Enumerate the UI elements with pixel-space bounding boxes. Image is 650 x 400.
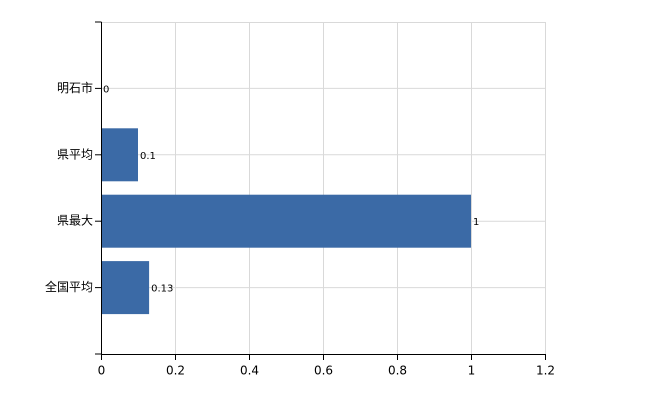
x-tick-label: 1 [468,364,476,378]
x-tick-label: 1.2 [536,364,555,378]
x-tick-label: 0.6 [314,364,333,378]
x-tick-label: 0 [98,364,106,378]
x-tick-label: 0.2 [166,364,185,378]
y-tick-label: 全国平均 [45,279,93,294]
value-label: 0 [103,84,109,95]
x-tick-label: 0.4 [240,364,259,378]
bar [101,194,471,248]
value-label: 0.1 [140,151,156,162]
x-tick-label: 0.8 [388,364,407,378]
y-tick-label: 明石市 [57,80,93,95]
bar [101,128,138,182]
value-label: 0.13 [151,284,173,295]
bar [101,261,150,315]
y-tick-label: 県平均 [57,147,93,161]
value-label: 1 [473,217,479,228]
y-tick-label: 県最大 [57,214,93,228]
